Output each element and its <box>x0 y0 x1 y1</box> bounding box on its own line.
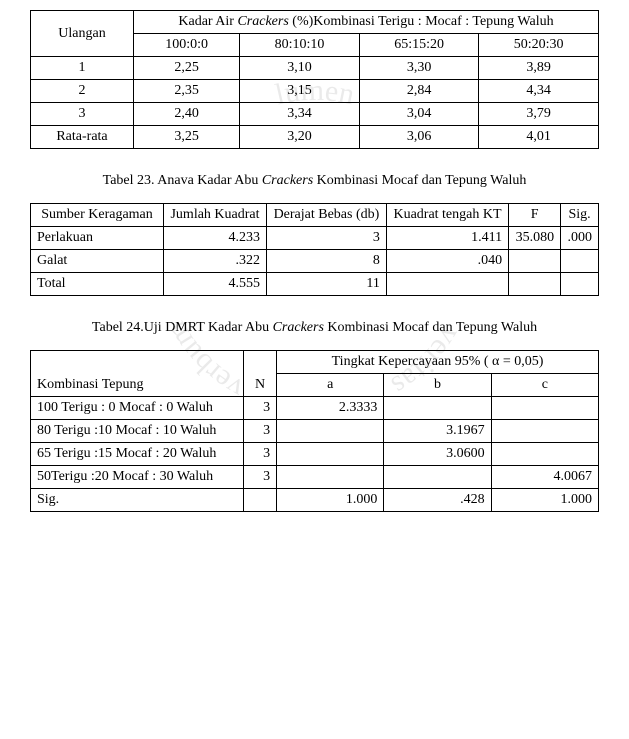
table-row: 1 2,25 3,10 3,30 3,89 <box>31 57 599 80</box>
t3-head: a <box>277 374 384 397</box>
t3-head: Kombinasi Tepung <box>31 351 244 397</box>
t2-head: Kuadrat tengah KT <box>386 204 508 227</box>
t2-head: Jumlah Kuadrat <box>164 204 267 227</box>
t1-ratio: 100:0:0 <box>134 34 240 57</box>
t2-head: F <box>509 204 561 227</box>
table-row: Total 4.555 11 <box>31 273 599 296</box>
t3-head: N <box>244 351 277 397</box>
table-row: 2 2,35 3,15 2,84 4,34 <box>31 80 599 103</box>
table-kadar-air: Ulangan Kadar Air Crackers (%)Kombinasi … <box>30 10 599 149</box>
table-dmrt: Kombinasi Tepung N Tingkat Kepercayaan 9… <box>30 350 599 512</box>
t1-ratio: 80:10:10 <box>240 34 360 57</box>
table-row: 3 2,40 3,34 3,04 3,79 <box>31 103 599 126</box>
t1-rowhead: Ulangan <box>31 11 134 57</box>
t1-header-merge: Kadar Air Crackers (%)Kombinasi Terigu :… <box>134 11 599 34</box>
caption-anava: Tabel 23. Anava Kadar Abu Crackers Kombi… <box>30 173 599 189</box>
table-anava: Sumber Keragaman Jumlah Kuadrat Derajat … <box>30 203 599 296</box>
t1-ratio: 65:15:20 <box>359 34 479 57</box>
table-row: Perlakuan 4.233 3 1.411 35.080 .000 <box>31 227 599 250</box>
t3-head: b <box>384 374 491 397</box>
table-row: 100 Terigu : 0 Mocaf : 0 Waluh 3 2.3333 <box>31 397 599 420</box>
table-row: 50Terigu :20 Mocaf : 30 Waluh 3 4.0067 <box>31 466 599 489</box>
t2-head: Sumber Keragaman <box>31 204 164 227</box>
t3-head-merge: Tingkat Kepercayaan 95% ( α = 0,05) <box>277 351 599 374</box>
table-row: 65 Terigu :15 Mocaf : 20 Waluh 3 3.0600 <box>31 443 599 466</box>
table-row: Rata-rata 3,25 3,20 3,06 4,01 <box>31 126 599 149</box>
t3-head: c <box>491 374 598 397</box>
t2-head: Derajat Bebas (db) <box>267 204 387 227</box>
caption-dmrt: Tabel 24.Uji DMRT Kadar Abu Crackers Kom… <box>30 320 599 336</box>
table-row: Galat .322 8 .040 <box>31 250 599 273</box>
t2-head: Sig. <box>561 204 599 227</box>
table-row: Sig. 1.000 .428 1.000 <box>31 489 599 512</box>
table-row: 80 Terigu :10 Mocaf : 10 Waluh 3 3.1967 <box>31 420 599 443</box>
t1-ratio: 50:20:30 <box>479 34 599 57</box>
